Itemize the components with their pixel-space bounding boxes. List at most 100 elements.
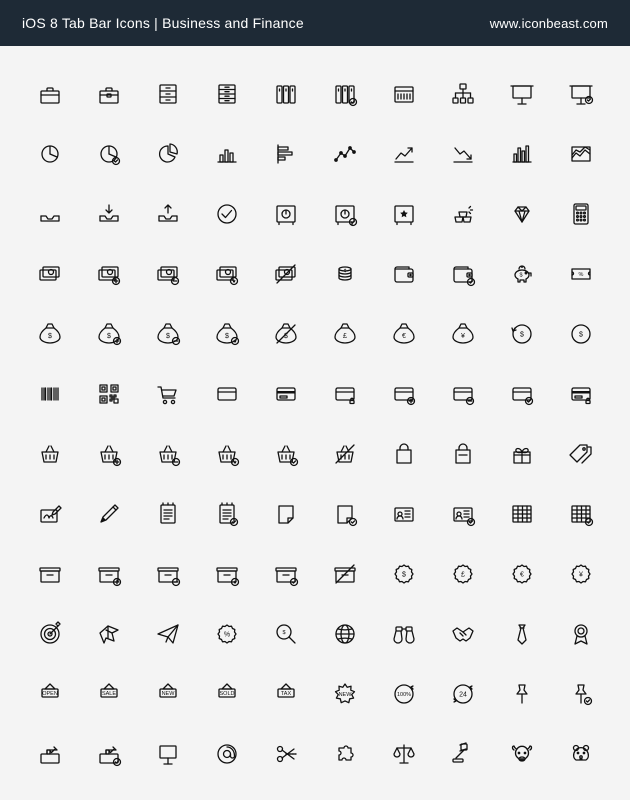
icon-cell (315, 184, 374, 244)
icon-cell: SALE (79, 664, 138, 724)
icon-cell: $ (138, 304, 197, 364)
notepad-icon (154, 500, 182, 528)
icon-cell (315, 724, 374, 784)
icon-cell: $ (551, 304, 610, 364)
icon-cell (374, 364, 433, 424)
award-ribbon-icon (567, 620, 595, 648)
svg-text:£: £ (343, 333, 347, 340)
pushpin-icon (508, 680, 536, 708)
icon-cell (374, 604, 433, 664)
icon-cell (551, 64, 610, 124)
card-lock-alt-icon (567, 380, 595, 408)
bear-icon (567, 740, 595, 768)
briefcase-alt-icon (95, 80, 123, 108)
new-burst-icon: NEW (331, 680, 359, 708)
sign-new-icon: NEW (154, 680, 182, 708)
icon-cell (492, 724, 551, 784)
svg-text:SALE: SALE (101, 691, 115, 697)
icon-cell: € (492, 544, 551, 604)
icon-cell (138, 364, 197, 424)
icon-cell (138, 184, 197, 244)
pie-chart-icon (36, 140, 64, 168)
icon-cell (433, 64, 492, 124)
card-remove-icon (449, 380, 477, 408)
header-title: iOS 8 Tab Bar Icons | Business and Finan… (22, 15, 304, 31)
sign-sold-icon: SOLD (213, 680, 241, 708)
money-bag-cancel-icon: $ (272, 320, 300, 348)
icon-cell (20, 244, 79, 304)
trending-down-icon (449, 140, 477, 168)
icon-cell (256, 184, 315, 244)
basket-star-icon (213, 440, 241, 468)
icon-cell (79, 484, 138, 544)
refund-circle-icon: $ (508, 320, 536, 348)
icon-cell (20, 484, 79, 544)
presentation-check-icon (567, 80, 595, 108)
twenty-four-hours-icon: 24 (449, 680, 477, 708)
approve-check-icon (213, 200, 241, 228)
icon-cell (20, 604, 79, 664)
calendar-week-icon (390, 80, 418, 108)
area-chart-icon (567, 140, 595, 168)
icon-cell (138, 484, 197, 544)
sign-sale-icon: SALE (95, 680, 123, 708)
icon-grid: ¢$%$$$$$£€¥$$$£€¥%$OPENSALENEWSOLDTAXNEW… (0, 46, 630, 800)
svg-text:$: $ (519, 272, 522, 278)
globe-icon (331, 620, 359, 648)
briefcase-icon (36, 80, 64, 108)
hundred-percent-icon: 100% (390, 680, 418, 708)
money-bag-dollar-icon: $ (36, 320, 64, 348)
icon-cell (256, 364, 315, 424)
puzzle-piece-icon (331, 740, 359, 768)
icon-cell (256, 64, 315, 124)
svg-text:$: $ (402, 571, 406, 578)
header-bar: iOS 8 Tab Bar Icons | Business and Finan… (0, 0, 630, 46)
icon-cell (138, 64, 197, 124)
icon-cell: 24 (433, 664, 492, 724)
icon-cell (492, 604, 551, 664)
diamond-icon (508, 200, 536, 228)
icon-cell: $ (256, 604, 315, 664)
origami-bird-icon (95, 620, 123, 648)
archive-add-icon (95, 560, 123, 588)
svg-text:SOLD: SOLD (219, 691, 234, 697)
icon-cell (197, 64, 256, 124)
wallet-check-icon (449, 260, 477, 288)
icon-cell (551, 484, 610, 544)
money-bag-star-icon: $ (213, 320, 241, 348)
barcode-icon (36, 380, 64, 408)
icon-cell: € (374, 304, 433, 364)
pie-chart-slice-icon (154, 140, 182, 168)
safe-check-icon (331, 200, 359, 228)
icon-cell (256, 244, 315, 304)
shopping-bag-alt-icon (449, 440, 477, 468)
wallet-icon (390, 260, 418, 288)
signature-icon (36, 500, 64, 528)
id-card-check-icon (449, 500, 477, 528)
icon-cell: $ (256, 304, 315, 364)
archive-cancel-icon (331, 560, 359, 588)
icon-cell (315, 544, 374, 604)
cash-remove-icon (154, 260, 182, 288)
sticky-note-icon (272, 500, 300, 528)
archive-remove-icon (154, 560, 182, 588)
inbox-icon (36, 200, 64, 228)
icon-cell (20, 364, 79, 424)
icon-cell: $ (20, 304, 79, 364)
icon-cell (433, 124, 492, 184)
bull-icon (508, 740, 536, 768)
icon-cell (20, 544, 79, 604)
icon-cell (374, 484, 433, 544)
icon-cell: $ (492, 304, 551, 364)
icon-cell (79, 424, 138, 484)
coin-stack-icon: ¢ (331, 260, 359, 288)
icon-cell (492, 64, 551, 124)
icon-cell: % (551, 244, 610, 304)
svg-text:NEW: NEW (161, 691, 175, 697)
trending-up-icon (390, 140, 418, 168)
icon-cell (197, 724, 256, 784)
cash-add-icon (95, 260, 123, 288)
icon-cell (551, 664, 610, 724)
money-bag-yen-icon: ¥ (449, 320, 477, 348)
badge-dollar-icon: $ (390, 560, 418, 588)
